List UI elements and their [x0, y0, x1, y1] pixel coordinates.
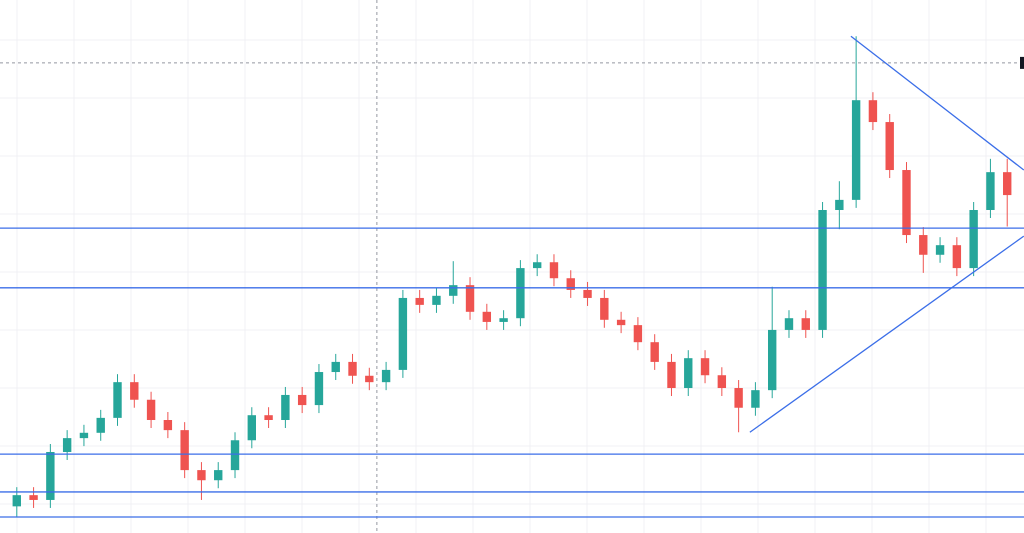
candle-body: [146, 399, 156, 421]
candle-body: [784, 318, 794, 330]
candle-body: [130, 382, 139, 400]
candle-body: [264, 415, 273, 421]
candle-body: [230, 440, 240, 471]
candle-body: [281, 394, 290, 421]
trend-line: [850, 35, 1024, 171]
candle-body: [851, 100, 861, 200]
crosshair-marker: [1020, 56, 1024, 69]
candle-body: [12, 495, 21, 507]
candle-body: [365, 375, 374, 383]
candle-body: [583, 289, 592, 298]
candle-body: [768, 329, 777, 391]
candle-body: [482, 311, 492, 322]
candle-body: [616, 319, 626, 326]
candle-body: [549, 262, 559, 279]
candle-body: [684, 358, 693, 389]
candle-body: [952, 245, 962, 269]
candle-body: [600, 297, 609, 320]
candle-body: [197, 470, 206, 481]
candle-body: [79, 432, 89, 439]
candle-body: [835, 199, 844, 211]
candle-body: [885, 122, 894, 171]
candle-body: [465, 285, 475, 312]
candle-body: [180, 430, 189, 471]
candle-body: [818, 210, 827, 330]
candle-body: [650, 342, 659, 362]
candle-body: [46, 451, 55, 500]
candle-body: [29, 495, 38, 500]
candle-body: [868, 100, 878, 123]
candle-body: [700, 358, 710, 376]
candle-body: [247, 415, 256, 441]
candle-body: [96, 417, 105, 433]
trend-line: [749, 235, 1024, 433]
candle-body: [449, 285, 458, 296]
candle-body: [1003, 172, 1012, 196]
candle-body: [113, 382, 122, 418]
candle-body: [986, 172, 995, 211]
candle-body: [801, 318, 810, 330]
candle-body: [633, 325, 643, 343]
candle-body: [432, 295, 441, 305]
candle-body: [331, 361, 340, 373]
candle-body: [751, 390, 760, 408]
candle-body: [532, 262, 542, 269]
candle-body: [398, 297, 408, 370]
candle-body: [499, 318, 508, 322]
candle-body: [919, 235, 928, 255]
candle-body: [667, 361, 676, 389]
candle-body: [381, 369, 391, 383]
candle-body: [935, 245, 945, 255]
candle-body: [516, 268, 525, 319]
candle-body: [734, 388, 743, 408]
candle-body: [314, 372, 324, 406]
candle-body: [902, 170, 911, 236]
candle-body: [297, 394, 307, 406]
candle-body: [348, 361, 357, 376]
candle-body: [969, 210, 978, 269]
candle-body: [415, 297, 424, 305]
candle-body: [163, 420, 173, 431]
candle-body: [62, 438, 72, 452]
candle-body: [717, 375, 727, 389]
candle-body: [566, 278, 575, 290]
candle-body: [214, 470, 223, 481]
